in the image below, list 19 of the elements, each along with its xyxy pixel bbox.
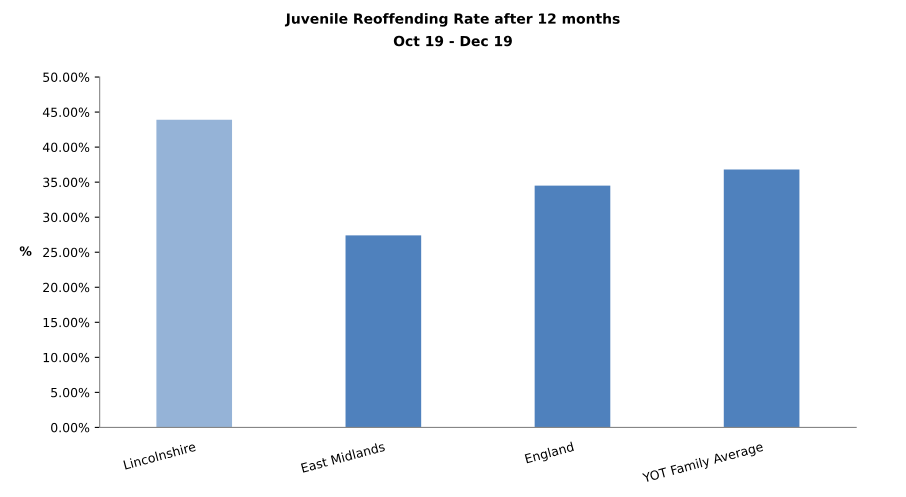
bar: [346, 235, 422, 428]
chart-subtitle: Oct 19 - Dec 19: [394, 36, 512, 46]
y-tick-label: 40.00%: [42, 142, 90, 152]
chart-title: Juvenile Reoffending Rate after 12 months: [284, 13, 620, 27]
bar: [156, 120, 232, 428]
y-axis-title: %: [20, 246, 32, 256]
y-tick-label: 0.00%: [51, 422, 90, 432]
y-tick-label: 50.00%: [43, 72, 90, 82]
y-tick-label: 45.00%: [42, 108, 90, 117]
y-tick-label: 30.00%: [43, 212, 90, 222]
bar: [724, 170, 800, 428]
x-tick-label: YOT Family Average: [642, 441, 764, 486]
y-tick-label: 15.00%: [44, 318, 90, 328]
y-tick-label: 10.00%: [44, 352, 90, 362]
y-tick-label: 35.00%: [43, 178, 90, 188]
y-tick-label: 25.00%: [43, 248, 90, 258]
bar: [534, 186, 610, 428]
y-tick-label: 5.00%: [51, 388, 90, 398]
y-tick-label: 20.00%: [43, 282, 90, 292]
